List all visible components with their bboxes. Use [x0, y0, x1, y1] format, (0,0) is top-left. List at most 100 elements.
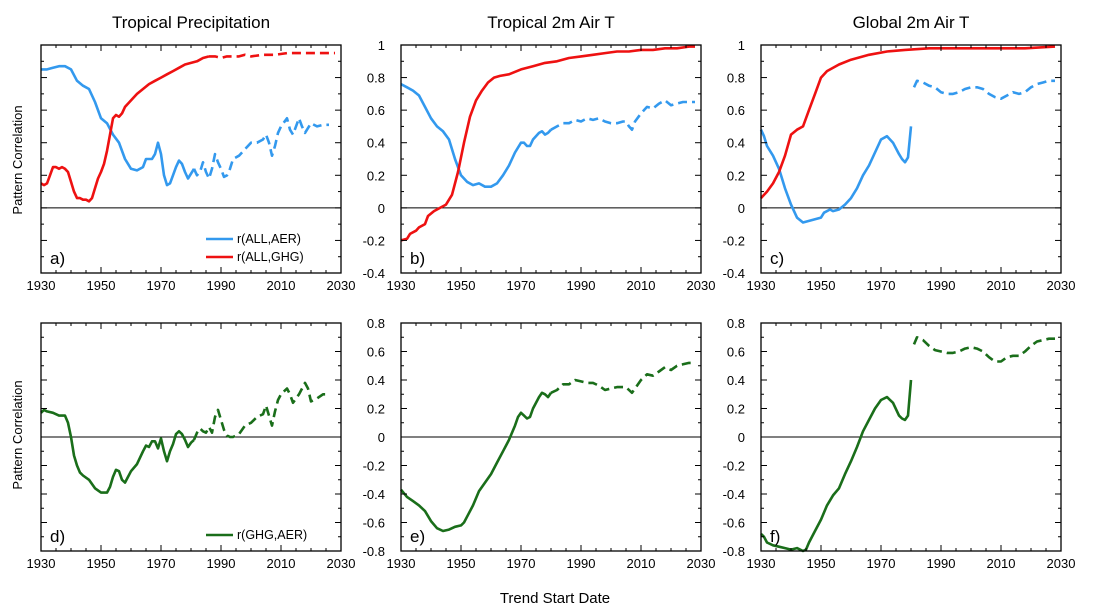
series-line-r-ghg-aer-solid: [40, 408, 195, 494]
y-tick-label: -0.8: [363, 544, 385, 559]
series-line-r-all-ghg-solid: [760, 45, 1056, 199]
legend-label: r(GHG,AER): [237, 528, 307, 542]
x-tick-label: 1970: [147, 278, 176, 293]
series-line-r-all-ghg-solid: [40, 55, 210, 203]
y-tick-label: 0.4: [367, 373, 385, 388]
y-tick-label: 0.2: [367, 168, 385, 183]
panel-label: d): [50, 527, 65, 546]
x-tick-label: 1970: [867, 278, 896, 293]
x-tick-label: 2030: [327, 556, 356, 571]
x-tick-label: 2010: [627, 278, 656, 293]
x-tick-label: 1950: [87, 278, 116, 293]
y-tick-label: -0.2: [363, 233, 385, 248]
y-tick-label: 0.6: [727, 345, 745, 360]
y-tick-label: 1: [378, 38, 385, 53]
y-tick-label: -0.2: [723, 233, 745, 248]
y-tick-label: 0: [378, 430, 385, 445]
x-tick-label: 2010: [987, 278, 1016, 293]
series-line-r-all-ghg-solid: [400, 45, 695, 242]
x-tick-label: 1950: [807, 278, 836, 293]
y-tick-label: -0.4: [363, 266, 385, 281]
x-tick-label: 1950: [447, 556, 476, 571]
x-tick-label: 1950: [807, 556, 836, 571]
x-tick-label: 2030: [1047, 278, 1076, 293]
y-tick-label: -0.4: [723, 487, 745, 502]
y-tick-label: 0: [738, 430, 745, 445]
y-tick-label: -0.2: [363, 459, 385, 474]
x-tick-label: 1950: [447, 278, 476, 293]
legend-label: r(ALL,AER): [237, 232, 301, 246]
x-tick-label: 2010: [987, 556, 1016, 571]
y-tick-label: 0.6: [367, 103, 385, 118]
x-tick-label: 1970: [507, 278, 536, 293]
y-tick-label: 0: [378, 201, 385, 216]
series-line-r-ghg-aer-dashed: [550, 361, 695, 395]
y-tick-label: 0.4: [727, 136, 745, 151]
panel-b: Tropical 2m Air T 1930 1950 1970 1990 2010 203…: [363, 13, 716, 293]
panel-title: Tropical Precipitation: [112, 13, 270, 32]
plot-frame: [760, 44, 1062, 274]
y-tick-label: -0.2: [723, 459, 745, 474]
x-tick-label: 2010: [267, 556, 296, 571]
panel-title: Global 2m Air T: [853, 13, 970, 32]
series-line-r-ghg-aer-dashed: [912, 336, 1055, 363]
y-tick-label: -0.8: [723, 544, 745, 559]
y-tick-label: -0.4: [723, 266, 745, 281]
y-tick-label: 0.8: [367, 71, 385, 86]
x-tick-label: 1930: [747, 278, 776, 293]
panel-f: 1930 1950 1970 1990 2010 2030 -0.8 -0.6 -0.4 -0.2…: [723, 316, 1076, 571]
y-tick-label: 0.2: [727, 168, 745, 183]
y-tick-label: -0.6: [363, 516, 385, 531]
x-tick-label: 2010: [627, 556, 656, 571]
x-tick-label: 2030: [687, 556, 716, 571]
series-line-r-all-aer-solid: [759, 126, 913, 224]
x-tick-label: 1990: [567, 556, 596, 571]
plot-frame: [400, 44, 702, 274]
y-tick-label: 0.2: [367, 402, 385, 417]
x-tick-label: 2030: [327, 278, 356, 293]
y-tick-label: 0: [738, 201, 745, 216]
series-line-r-all-aer-solid: [400, 82, 552, 188]
legend-label: r(ALL,GHG): [237, 250, 304, 264]
y-tick-label: 0.8: [727, 71, 745, 86]
x-tick-label: 1990: [927, 556, 956, 571]
panel-label: f): [770, 527, 780, 546]
x-tick-label: 1930: [387, 278, 416, 293]
x-tick-label: 1930: [27, 556, 56, 571]
panel-d: 1930 1950 1970 1990 2010 2030 d) r(GHG,AER): [27, 322, 356, 571]
y-tick-label: 0.8: [727, 316, 745, 331]
panel-c: Global 2m Air T 1930 1950 1970 1990 2010 2030 -…: [723, 13, 1076, 293]
x-tick-label: 2030: [687, 278, 716, 293]
x-tick-label: 1970: [147, 556, 176, 571]
x-tick-label: 1970: [867, 556, 896, 571]
series-line-r-all-aer-solid: [41, 64, 196, 187]
panel-label: e): [410, 527, 425, 546]
y-tick-label: 1: [738, 38, 745, 53]
series-line-r-ghg-aer-dashed: [192, 381, 329, 441]
x-tick-label: 1990: [207, 556, 236, 571]
x-tick-label: 1990: [207, 278, 236, 293]
y-tick-label: -0.6: [723, 516, 745, 531]
panel-e: 1930 1950 1970 1990 2010 2030 -0.8 -0.6 -0.4 -0.2…: [363, 316, 716, 571]
panel-label: b): [410, 249, 425, 268]
x-tick-label: 1950: [87, 556, 116, 571]
series-line-r-all-aer-dashed: [550, 99, 695, 131]
series-line-r-ghg-aer-solid: [400, 391, 553, 533]
x-tick-label: 1990: [567, 278, 596, 293]
x-tick-label: 1930: [27, 278, 56, 293]
y-axis-label-top: Pattern Correlation: [10, 105, 25, 214]
panel-a: Tropical Precipitation 1930 1950 1970 1990 20…: [27, 13, 356, 293]
x-tick-label: 1990: [927, 278, 956, 293]
y-tick-label: 0.8: [367, 316, 385, 331]
y-tick-label: -0.4: [363, 487, 385, 502]
x-tick-label: 2030: [1047, 556, 1076, 571]
x-tick-label: 1930: [747, 556, 776, 571]
panel-title: Tropical 2m Air T: [487, 13, 615, 32]
series-line-r-ghg-aer-solid: [760, 379, 913, 553]
y-axis-label-bottom: Pattern Correlation: [10, 380, 25, 489]
panel-label: c): [770, 249, 784, 268]
x-tick-label: 1930: [387, 556, 416, 571]
x-axis-label: Trend Start Date: [500, 590, 610, 607]
series-line-r-all-aer-dashed: [912, 79, 1055, 100]
